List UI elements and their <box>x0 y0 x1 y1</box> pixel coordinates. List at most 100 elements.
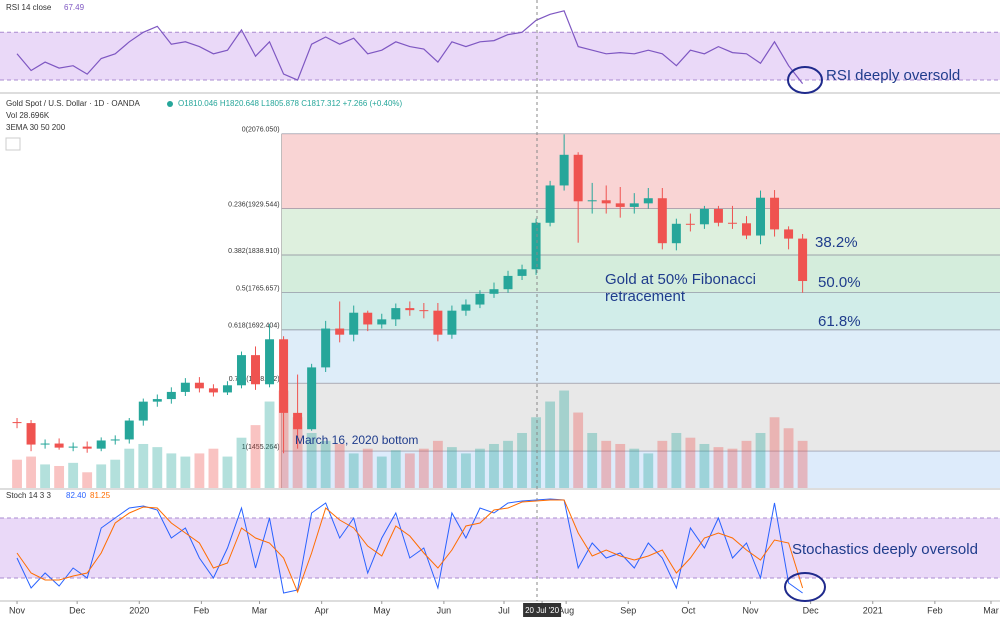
x-tick-label: 20 Jul '20 <box>525 606 560 615</box>
volume-bar <box>432 440 443 488</box>
fib-zone <box>281 133 1000 209</box>
x-tick-label: Oct <box>681 605 696 615</box>
volume-bar <box>54 465 65 488</box>
candle-body <box>265 339 275 385</box>
candle-body <box>293 412 303 430</box>
volume-bar <box>26 456 36 488</box>
candle-body <box>208 388 218 393</box>
volume-bar <box>418 448 429 488</box>
candle-body <box>713 208 723 223</box>
candle-body <box>517 269 527 276</box>
volume-bar <box>82 472 93 488</box>
volume-bar <box>685 437 696 488</box>
candle-body <box>489 289 499 294</box>
candle-body <box>587 200 597 202</box>
volume-bar <box>236 437 247 488</box>
stoch-k-value: 82.40 <box>66 491 87 500</box>
stoch-d-value: 81.25 <box>90 491 111 500</box>
candle-body <box>447 310 457 335</box>
volume-bar <box>376 456 387 488</box>
fib-label: 0.382(1838.910) <box>228 248 279 255</box>
candle-body <box>559 154 569 186</box>
x-tick-label: Feb <box>194 605 210 615</box>
highlight-circle <box>784 572 826 602</box>
candle-body <box>166 391 176 400</box>
x-tick-label: Apr <box>315 605 329 615</box>
volume-bar <box>250 425 261 488</box>
volume-bar <box>643 453 654 488</box>
rsi-pane <box>0 10 1000 84</box>
volume-bar <box>713 447 724 488</box>
annotation: Gold at 50% Fibonacci <box>605 271 756 288</box>
annotation: RSI deeply oversold <box>826 67 960 84</box>
symbol: Gold Spot / U.S. Dollar · 1D · OANDA <box>6 99 140 108</box>
volume-bar <box>40 464 50 488</box>
x-tick-label: Feb <box>927 605 943 615</box>
candle-body <box>335 328 345 335</box>
fib-label: 0(2076.050) <box>242 127 280 134</box>
candle-body <box>279 339 289 413</box>
stoch-pane <box>0 498 1000 594</box>
candle-body <box>349 312 359 335</box>
candle-body <box>671 223 681 244</box>
volume-bar <box>292 417 303 488</box>
volume-bar <box>797 440 808 488</box>
volume-bar <box>264 401 275 488</box>
candle-body <box>601 200 611 204</box>
volume-bar <box>404 453 415 488</box>
stoch-label: Stoch 14 3 3 <box>6 491 51 500</box>
fib-zone <box>281 329 1000 384</box>
candle-body <box>419 310 429 312</box>
candle-body <box>138 401 148 421</box>
candle-body <box>784 229 794 239</box>
candle-body <box>82 446 92 449</box>
collapse-button[interactable] <box>5 137 21 151</box>
fib-zone <box>281 292 1000 330</box>
volume-bar <box>152 447 163 488</box>
volume-bar <box>517 432 527 488</box>
x-tick-label: Jul <box>498 605 510 615</box>
x-tick-label: 2021 <box>863 605 883 615</box>
volume-bar <box>362 448 373 488</box>
candle-body <box>391 308 401 320</box>
candle-body <box>475 293 485 305</box>
volume-bar <box>699 443 710 488</box>
x-tick-label: Mar <box>983 605 999 615</box>
fib-label: 0.236(1929.544) <box>228 202 279 209</box>
candle-body <box>363 312 373 325</box>
candle-body <box>756 197 766 236</box>
volume-bar <box>96 464 107 488</box>
volume-bar <box>769 417 780 488</box>
candle-body <box>615 203 625 207</box>
candle-body <box>12 422 22 424</box>
candle-body <box>531 222 541 270</box>
rsi-label: RSI 14 close <box>6 3 52 12</box>
candle-body <box>194 382 204 389</box>
stoch-line <box>16 499 804 594</box>
candle-body <box>461 304 471 311</box>
candle-body <box>770 197 780 230</box>
candle-body <box>545 185 555 223</box>
volume-bar <box>475 448 485 488</box>
candle-body <box>40 443 50 445</box>
annotation: March 16, 2020 bottom <box>295 433 418 447</box>
candle-body <box>222 385 232 393</box>
candle-body <box>433 310 443 335</box>
x-tick-label: Mar <box>252 605 268 615</box>
candle-body <box>180 382 190 392</box>
volume-bar <box>489 443 499 488</box>
x-tick-label: Nov <box>742 605 759 615</box>
volume-bar <box>138 443 149 488</box>
volume-bar <box>601 440 612 488</box>
annotation: 38.2% <box>815 234 858 251</box>
volume-bar <box>657 440 668 488</box>
x-tick-label: Sep <box>620 605 636 615</box>
candle-body <box>629 203 639 207</box>
status-dot <box>167 101 173 107</box>
candle-body <box>573 154 583 202</box>
candle-body <box>307 367 317 430</box>
volume-bar <box>68 462 79 488</box>
x-tick-label: May <box>373 605 391 615</box>
